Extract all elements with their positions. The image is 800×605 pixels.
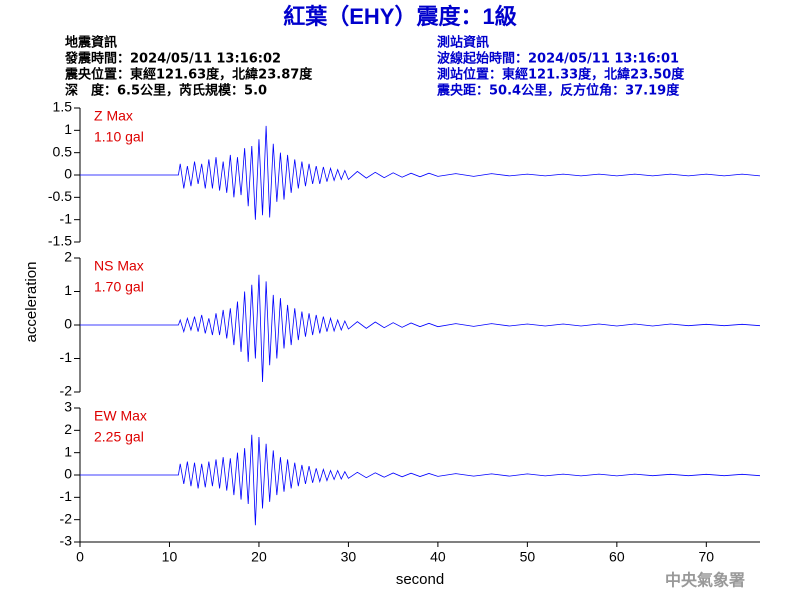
- y-tick-label: 0: [64, 316, 72, 332]
- station-line: 波線起始時間：2024/05/11 13:16:01: [437, 51, 679, 67]
- event-line: 深 度：6.5公里，芮氏規模：5.0: [65, 83, 267, 99]
- station-line: 震央距：50.4公里，反方位角：37.19度: [436, 83, 680, 99]
- x-tick-label: 0: [76, 549, 84, 565]
- event-line: 發震時間：2024/05/11 13:16:02: [64, 51, 281, 67]
- waveform: [80, 125, 761, 220]
- x-tick-label: 40: [430, 549, 446, 565]
- x-tick-label: 30: [341, 549, 357, 565]
- footer: 中央氣象署: [665, 571, 745, 590]
- x-tick-label: 50: [520, 549, 536, 565]
- annotation: Z Max: [94, 108, 133, 124]
- y-tick-label: -1: [60, 349, 73, 365]
- event-heading: 地震資訊: [65, 35, 117, 51]
- x-tick-label: 10: [162, 549, 178, 565]
- y-tick-label: -2: [60, 510, 73, 526]
- y-tick-label: 1: [64, 443, 72, 459]
- annotation: EW Max: [94, 408, 147, 424]
- station-line: 測站位置：東經121.33度，北緯23.50度: [437, 67, 685, 83]
- y-tick-label: 0: [64, 166, 72, 182]
- x-axis-label: second: [396, 571, 444, 588]
- y-tick-label: 1: [64, 282, 72, 298]
- y-tick-label: 2: [64, 249, 72, 265]
- waveform: [80, 274, 761, 382]
- annotation: 1.70 gal: [94, 279, 144, 295]
- y-tick-label: 2: [64, 421, 72, 437]
- annotation: 2.25 gal: [94, 429, 144, 445]
- annotation: 1.10 gal: [94, 129, 144, 145]
- chart-title: 紅葉（EHY）震度：1級: [283, 4, 516, 29]
- y-tick-label: -1: [60, 210, 73, 226]
- y-tick-label: 0: [64, 466, 72, 482]
- y-tick-label: 1.5: [53, 99, 73, 115]
- annotation: NS Max: [94, 258, 144, 274]
- event-line: 震央位置：東經121.63度，北緯23.87度: [64, 67, 313, 83]
- y-tick-label: -1.5: [48, 233, 72, 249]
- y-tick-label: -1: [60, 488, 73, 504]
- y-axis-label: acceleration: [23, 262, 40, 343]
- x-tick-label: 70: [699, 549, 715, 565]
- x-tick-label: 60: [609, 549, 625, 565]
- station-heading: 測站資訊: [437, 35, 489, 51]
- x-tick-label: 20: [251, 549, 267, 565]
- y-tick-label: 3: [64, 399, 72, 415]
- waveform: [80, 434, 761, 526]
- y-tick-label: -2: [60, 383, 73, 399]
- y-tick-label: -0.5: [48, 188, 72, 204]
- y-tick-label: -3: [60, 533, 73, 549]
- y-tick-label: 0.5: [53, 143, 73, 159]
- y-tick-label: 1: [64, 121, 72, 137]
